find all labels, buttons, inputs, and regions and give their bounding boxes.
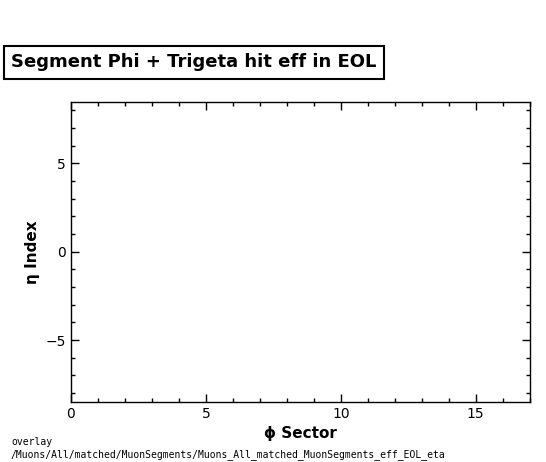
Text: Segment Phi + Trigeta hit eff in EOL: Segment Phi + Trigeta hit eff in EOL <box>11 54 376 71</box>
Y-axis label: η Index: η Index <box>25 220 40 284</box>
Text: overlay
/Muons/All/matched/MuonSegments/Muons_All_matched_MuonSegments_eff_EOL_e: overlay /Muons/All/matched/MuonSegments/… <box>11 437 446 460</box>
X-axis label: ϕ Sector: ϕ Sector <box>264 426 337 441</box>
